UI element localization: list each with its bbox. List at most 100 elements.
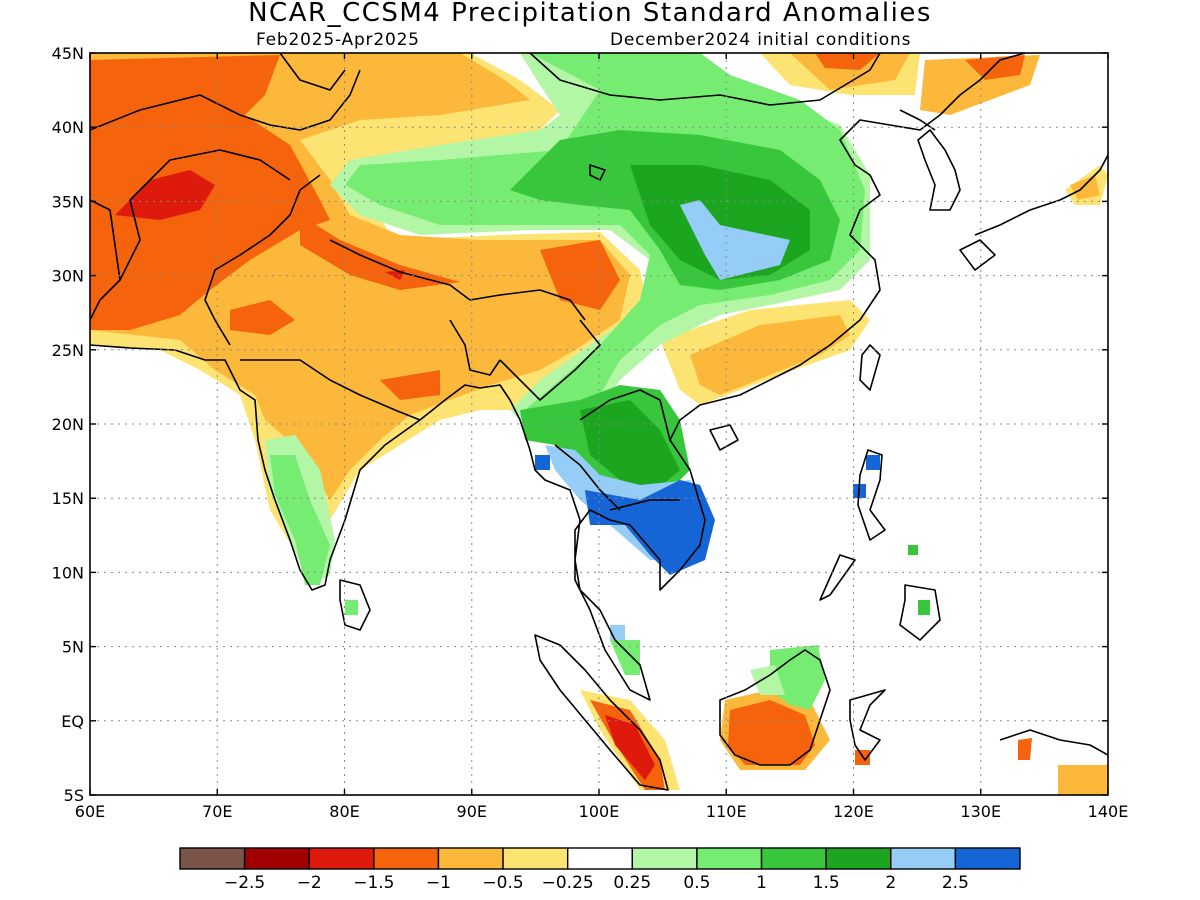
anomaly-region-himalaya xyxy=(300,215,460,290)
coastline-hainan xyxy=(709,424,739,451)
border-myanmar xyxy=(499,319,601,401)
anomaly-region-borneo-core xyxy=(728,700,815,765)
anomaly-region-cambodia-core xyxy=(585,480,715,575)
coastline-sri-lanka xyxy=(339,579,371,631)
coastline-korea xyxy=(917,129,961,211)
colorbar-swatch xyxy=(760,847,827,870)
colorbar-swatch xyxy=(308,847,375,870)
colorbar-swatch xyxy=(243,847,310,870)
anomaly-region-south-china-mid xyxy=(690,315,850,395)
y-tick-label: 30N xyxy=(52,267,84,286)
coastline-mindanao xyxy=(899,584,941,641)
border-iran xyxy=(90,199,121,321)
y-tick-label: 25N xyxy=(52,341,84,360)
colorbar-swatch xyxy=(825,847,892,870)
y-tick-label: 10N xyxy=(52,563,84,582)
colorbar-swatch xyxy=(566,847,634,870)
colorbar-label: −2.5 xyxy=(224,873,265,893)
anomaly-region-indochina-core xyxy=(580,400,680,495)
anomaly-region-myanmar-blue xyxy=(535,455,550,470)
axis-ticks xyxy=(89,52,1109,796)
y-tick-label: 40N xyxy=(52,118,84,137)
border-pakistan-india xyxy=(204,174,321,346)
x-tick-label: 80E xyxy=(329,802,359,821)
anomaly-region-sichuan-blue xyxy=(680,200,790,280)
anomaly-region-mindanao xyxy=(918,600,930,615)
colorbar-swatch xyxy=(179,847,246,870)
y-axis-labels: 45N 40N 35N 30N 25N 20N 15N 10N 5N EQ 5S xyxy=(52,44,84,805)
colorbar xyxy=(179,847,1021,870)
x-tick-label: 90E xyxy=(457,802,487,821)
anomaly-region-afghan-core xyxy=(115,170,215,220)
colorbar-labels: −2.5 −2 −1.5 −1 −0.5 −0.25 0.25 0.5 1 1.5 2 2.5 xyxy=(224,873,969,893)
anomaly-region-moluccas xyxy=(1018,738,1032,760)
x-tick-label: 130E xyxy=(960,802,1001,821)
y-tick-label: 15N xyxy=(52,489,84,508)
anomaly-region-mongolia-core xyxy=(815,53,880,70)
coastline-borneo xyxy=(719,649,831,766)
border-thailand xyxy=(554,444,621,511)
colorbar-label: −0.25 xyxy=(542,873,594,893)
colorbar-label: −0.5 xyxy=(482,873,523,893)
x-tick-label: 100E xyxy=(579,802,620,821)
colorbar-swatch xyxy=(373,847,440,870)
y-tick-label: EQ xyxy=(61,712,84,731)
colorbar-label: −1.5 xyxy=(353,873,394,893)
x-tick-label: 120E xyxy=(833,802,874,821)
colorbar-label: 0.5 xyxy=(683,873,710,893)
border-india-states xyxy=(240,359,421,421)
colorbar-swatch xyxy=(696,847,763,870)
border-mongolia xyxy=(529,53,881,106)
y-tick-label: 45N xyxy=(52,44,84,63)
anomaly-region-mongolia-mid xyxy=(790,53,910,90)
coastline-japan-honshu xyxy=(974,154,1108,236)
border-central-asia xyxy=(90,69,361,131)
anomaly-shading xyxy=(90,53,1108,795)
anomaly-region-central-india xyxy=(230,300,295,335)
x-axis-labels: 60E 70E 80E 90E 100E 110E 120E 130E 140E xyxy=(75,802,1129,821)
colorbar-label: 2 xyxy=(885,873,896,893)
y-tick-label: 5N xyxy=(62,638,84,657)
border-bangladesh xyxy=(449,319,501,376)
anomaly-region-tibet-east xyxy=(540,240,620,310)
anomaly-region-india-wet xyxy=(270,455,330,585)
coastline-asia-mainland xyxy=(90,53,1026,701)
border-north-korea xyxy=(899,109,936,131)
colorbar-label: 1 xyxy=(756,873,767,893)
colorbar-label: −1 xyxy=(426,873,451,893)
anomaly-region-sumatra-core xyxy=(605,715,655,780)
colorbar-swatch xyxy=(437,847,504,870)
anomaly-region-luzon-1 xyxy=(866,455,880,470)
colorbar-swatch xyxy=(954,847,1021,870)
border-laos xyxy=(579,389,671,441)
border-afghanistan xyxy=(119,149,291,281)
y-tick-label: 5S xyxy=(64,786,84,805)
x-tick-label: 70E xyxy=(202,802,232,821)
coastline-taiwan xyxy=(859,344,881,391)
anomaly-region-borneo-north-light xyxy=(750,665,785,695)
coastlines-and-borders xyxy=(90,53,1108,791)
x-tick-label: 110E xyxy=(706,802,747,821)
border-india-tibet xyxy=(469,289,586,321)
colorbar-label: 1.5 xyxy=(813,873,840,893)
coastline-japan-south xyxy=(959,239,996,271)
border-nepal xyxy=(329,239,471,301)
border-tibet-lake xyxy=(589,164,606,181)
x-tick-label: 140E xyxy=(1088,802,1129,821)
coastline-sulawesi xyxy=(849,689,886,761)
y-tick-label: 35N xyxy=(52,192,84,211)
anomaly-region-new-guinea xyxy=(1058,765,1108,795)
figure-subtitle-init: December2024 initial conditions xyxy=(610,30,911,50)
anomaly-region-malaya-wet xyxy=(610,640,640,675)
anomaly-region-visayas xyxy=(908,545,918,555)
colorbar-swatch xyxy=(502,847,569,870)
border-cambodia xyxy=(609,499,680,511)
coastline-sumatra xyxy=(534,634,669,791)
colorbar-label: 2.5 xyxy=(942,873,969,893)
figure-subtitle-period: Feb2025-Apr2025 xyxy=(256,30,420,50)
anomaly-region-bengal xyxy=(380,370,440,400)
anomaly-region-manchuria-core xyxy=(965,55,1025,80)
border-china-kazakh xyxy=(279,53,346,91)
figure-title: NCAR_CCSM4 Precipitation Standard Anomal… xyxy=(248,0,932,28)
